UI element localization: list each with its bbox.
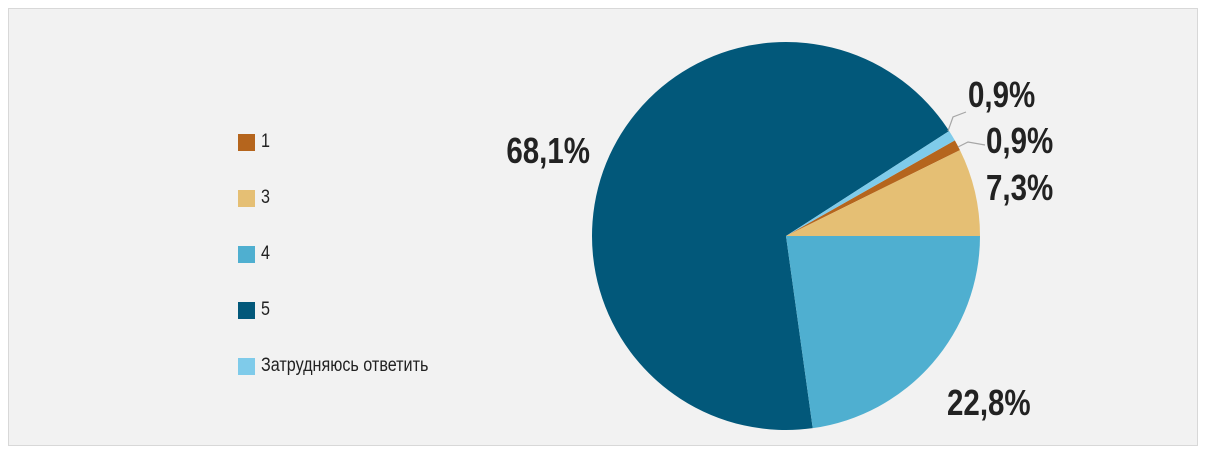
legend-label-1: 1 [261, 131, 270, 152]
data-label-undecided: 0,9% [968, 74, 1035, 114]
legend-label-3: 3 [261, 187, 270, 208]
legend-item-1: 1 [238, 114, 458, 170]
data-label-1: 0,9% [986, 120, 1053, 160]
legend-label-4: 4 [261, 243, 270, 264]
data-label-5: 68,1% [506, 130, 590, 170]
legend-item-5: 5 [238, 282, 458, 338]
leader-line-undecided [947, 111, 967, 132]
legend-swatch-4 [238, 245, 255, 263]
pie-slice-undecided [786, 131, 955, 236]
chart-legend: 1 3 4 5 Затрудняюсь ответить [238, 114, 458, 394]
legend-item-undecided: Затрудняюсь ответить [238, 338, 458, 394]
leader-line-1 [957, 141, 986, 148]
data-label-3: 7,3% [986, 167, 1053, 207]
pie-slice-4 [786, 236, 980, 429]
data-label-4: 22,8% [947, 382, 1031, 422]
pie-slice-3 [786, 150, 980, 236]
legend-swatch-5 [238, 301, 255, 319]
legend-label-5: 5 [261, 299, 270, 320]
pie-slice-1 [786, 140, 960, 236]
legend-label-undecided: Затрудняюсь ответить [261, 355, 429, 376]
legend-item-4: 4 [238, 226, 458, 282]
legend-swatch-1 [238, 133, 255, 151]
legend-swatch-undecided [238, 357, 255, 375]
legend-swatch-3 [238, 189, 255, 207]
pie-slice-5 [592, 41, 950, 430]
legend-item-3: 3 [238, 170, 458, 226]
